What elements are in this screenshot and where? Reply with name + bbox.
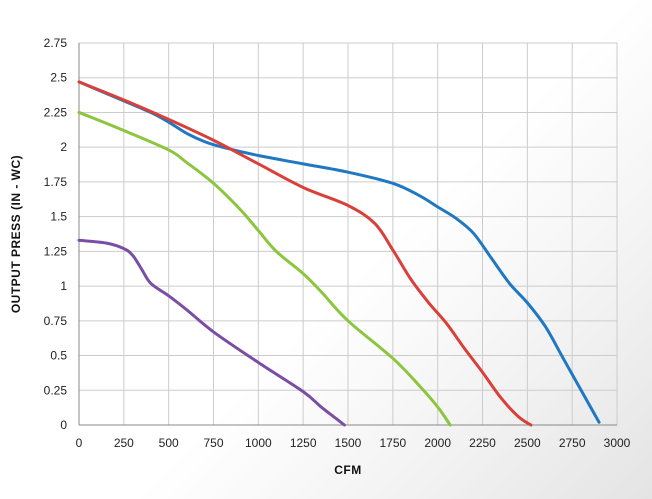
x-tick-label: 2250 [469,436,496,450]
x-tick-label: 2500 [514,436,541,450]
y-tick-label: 0.25 [44,383,68,397]
y-tick-label: 1 [60,279,67,293]
x-tick-label: 750 [203,436,223,450]
y-tick-label: 0 [60,418,67,432]
x-tick-labels: 0 250 500 750 1000 1250 1500 1750 2000 2250 2500 27… [76,436,631,450]
x-tick-label: 250 [114,436,134,450]
x-tick-label: 1000 [245,436,272,450]
y-tick-label: 2.5 [50,71,67,85]
series-group [77,80,601,427]
x-tick-label: 1750 [379,436,406,450]
series-line-2 [77,80,533,427]
x-tick-label: 3000 [604,436,631,450]
x-tick-label: 1500 [335,436,362,450]
x-tick-label: 2000 [424,436,451,450]
y-tick-label: 0.75 [44,314,68,328]
series-line-1 [77,80,601,424]
series-line-4 [77,238,346,427]
y-tick-label: 2.75 [44,36,68,50]
x-tick-label: 1250 [290,436,317,450]
y-tick-label: 2 [60,140,67,154]
x-tick-label: 500 [159,436,179,450]
y-tick-label: 1.5 [50,210,67,224]
y-tick-labels: 0 0.25 0.5 0.75 1 1.25 1.5 1.75 2 2.25 2.5 2.75 [44,36,68,432]
y-tick-label: 1.25 [44,244,68,258]
x-axis-label: CFM [334,463,362,477]
x-tick-label: 0 [76,436,83,450]
grid-lines [78,42,618,426]
y-axis-label: OUTPUT PRESS (IN - WC) [9,155,23,313]
series-line-3 [77,110,452,427]
y-tick-label: 2.25 [44,105,68,119]
x-tick-label: 2750 [559,436,586,450]
y-tick-label: 1.75 [44,175,68,189]
y-tick-label: 0.5 [50,349,67,363]
